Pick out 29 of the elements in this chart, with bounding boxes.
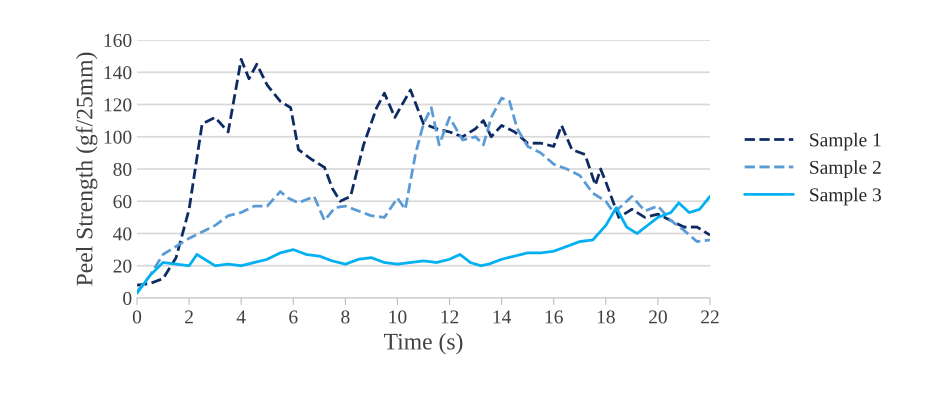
y-tick-label: 0 xyxy=(123,292,132,305)
x-tick-label: 12 xyxy=(442,310,458,324)
y-tick-label: 140 xyxy=(104,66,132,80)
y-tick-label: 20 xyxy=(114,260,132,273)
x-tick-label: 20 xyxy=(649,310,667,324)
x-tick-label: 8 xyxy=(341,310,350,324)
legend-label: Sample 1 xyxy=(810,132,881,150)
x-tick-label: 18 xyxy=(598,310,615,324)
x-axis-title: Time (s) xyxy=(384,332,462,354)
x-tick-label: 0 xyxy=(132,310,142,324)
y-tick-label: 100 xyxy=(104,130,132,144)
x-tick-label: 6 xyxy=(289,310,298,324)
legend-label: Sample 3 xyxy=(810,188,882,206)
y-tick-label: 120 xyxy=(104,98,132,112)
y-tick-label: 80 xyxy=(113,162,132,176)
x-tick-label: 4 xyxy=(236,310,246,324)
y-axis-title: Peel Strength (gf/25mm) xyxy=(76,52,98,286)
x-tick-label: 2 xyxy=(185,310,193,324)
x-tick-label: 22 xyxy=(701,310,719,324)
line-series xyxy=(137,96,710,293)
line-series xyxy=(137,58,710,286)
line-series xyxy=(137,195,710,295)
x-tick-label: 10 xyxy=(389,310,406,324)
y-tick-label: 40 xyxy=(113,227,132,240)
y-tick-label: 160 xyxy=(104,34,132,47)
legend-label: Sample 2 xyxy=(810,160,881,178)
y-tick-label: 60 xyxy=(114,195,132,208)
x-tick-label: 16 xyxy=(546,310,563,324)
x-tick-label: 14 xyxy=(494,310,512,324)
